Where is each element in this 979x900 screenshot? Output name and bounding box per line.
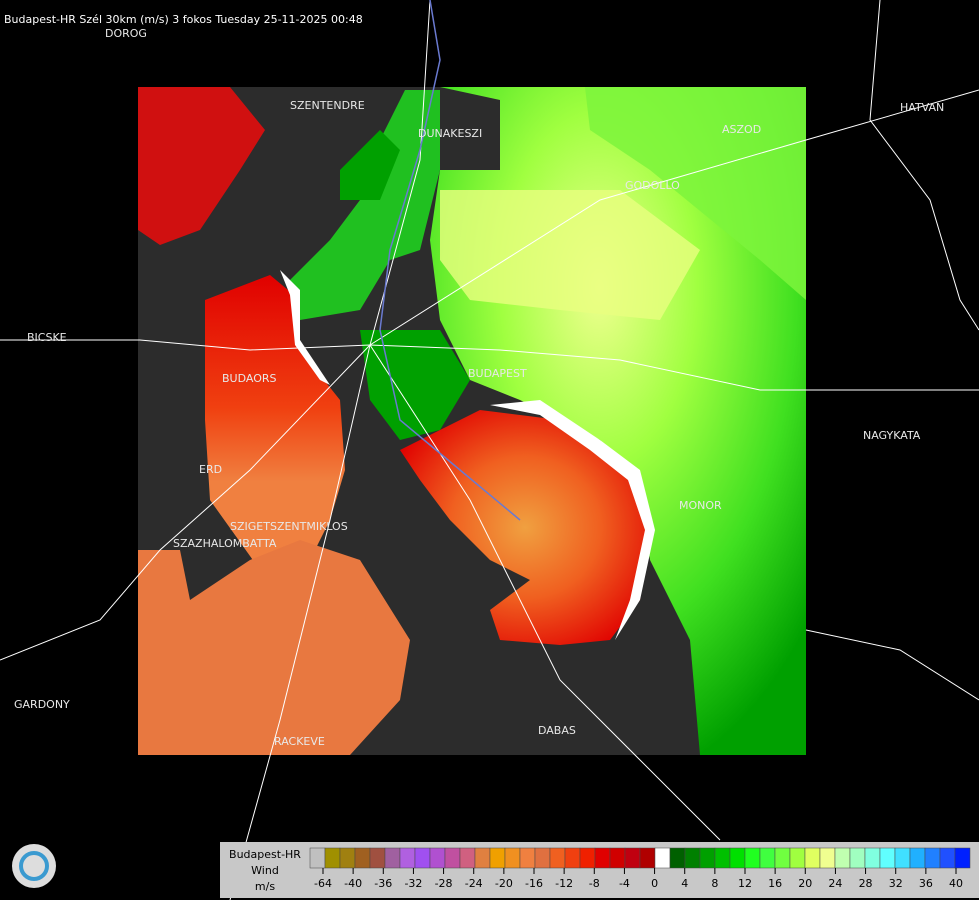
legend-swatch	[354, 847, 371, 869]
legend-swatch	[324, 847, 341, 869]
legend-swatch	[744, 847, 761, 869]
legend-swatch	[819, 847, 836, 869]
legend-swatch	[624, 847, 641, 869]
place-label: BUDAPEST	[468, 367, 527, 380]
legend-swatch	[774, 847, 791, 869]
legend-swatch	[669, 847, 686, 869]
place-label: HATVAN	[900, 101, 944, 114]
place-label: SZIGETSZENTMIKLOS	[230, 520, 348, 533]
place-label: MONOR	[679, 499, 722, 512]
legend-swatch	[459, 847, 476, 869]
legend-swatch	[309, 847, 326, 869]
legend-tick-label: 0	[651, 877, 658, 890]
legend-swatch	[789, 847, 806, 869]
legend-swatch	[729, 847, 746, 869]
place-label: DABAS	[538, 724, 576, 737]
legend-swatch	[414, 847, 431, 869]
place-label: GODOLLO	[625, 179, 680, 192]
legend-swatch	[369, 847, 386, 869]
legend-unit: m/s	[255, 880, 275, 893]
legend-swatch	[399, 847, 416, 869]
legend-swatch	[534, 847, 551, 869]
logo-mark	[19, 851, 49, 881]
legend-tick-label: 36	[919, 877, 933, 890]
place-label: SZENTENDRE	[290, 99, 365, 112]
logo	[12, 844, 56, 888]
legend-tick-label: 8	[711, 877, 718, 890]
legend-tick-label: -32	[404, 877, 422, 890]
legend-tick-label: -8	[589, 877, 600, 890]
legend-swatch	[939, 847, 956, 869]
legend-tick-label: -36	[374, 877, 392, 890]
legend-swatch	[549, 847, 566, 869]
legend-swatch	[564, 847, 581, 869]
legend-tick-label: 20	[798, 877, 812, 890]
legend-swatch	[384, 847, 401, 869]
legend-swatch	[504, 847, 521, 869]
legend-tick-label: 24	[828, 877, 842, 890]
place-label: DOROG	[105, 27, 147, 40]
legend-swatch	[834, 847, 851, 869]
legend-tick-label: -28	[435, 877, 453, 890]
legend-swatch	[474, 847, 491, 869]
place-label: NAGYKATA	[863, 429, 921, 442]
legend-tick-label: 32	[889, 877, 903, 890]
legend-swatch	[909, 847, 926, 869]
legend-swatch	[849, 847, 866, 869]
legend-swatch	[609, 847, 626, 869]
legend-tick-label: 28	[859, 877, 873, 890]
place-label: DUNAKESZI	[418, 127, 482, 140]
legend-swatch	[489, 847, 506, 869]
place-label: ERD	[199, 463, 222, 476]
legend-swatch	[924, 847, 941, 869]
legend-swatch	[804, 847, 821, 869]
legend-tick-label: -20	[495, 877, 513, 890]
legend-swatch	[759, 847, 776, 869]
radar-echoes	[138, 87, 806, 755]
legend-swatch	[714, 847, 731, 869]
legend-tick-label: 4	[681, 877, 688, 890]
legend-quantity: Wind	[251, 864, 279, 877]
legend-swatch	[954, 847, 971, 869]
legend-tick-label: -24	[465, 877, 483, 890]
legend-station: Budapest-HR	[229, 848, 301, 861]
legend-swatch	[654, 847, 671, 869]
legend-swatch	[519, 847, 536, 869]
legend-tick-label: 12	[738, 877, 752, 890]
legend-swatch	[339, 847, 356, 869]
map-title: Budapest-HR Szél 30km (m/s) 3 fokos Tues…	[4, 13, 363, 26]
legend-tick-label: -64	[314, 877, 332, 890]
place-label: BUDAORS	[222, 372, 277, 385]
danube	[379, 0, 521, 521]
place-label: ASZOD	[722, 123, 761, 136]
legend-swatch	[429, 847, 446, 869]
legend-swatch	[594, 847, 611, 869]
legend-swatch	[639, 847, 656, 869]
legend-tick-label: 40	[949, 877, 963, 890]
legend-tick-label: -40	[344, 877, 362, 890]
legend-tick-label: 16	[768, 877, 782, 890]
legend-swatch	[894, 847, 911, 869]
place-label: SZAZHALOMBATTA	[173, 537, 277, 550]
legend-swatch	[699, 847, 716, 869]
legend-swatch	[684, 847, 701, 869]
legend-tick-label: -12	[555, 877, 573, 890]
legend-swatch	[864, 847, 881, 869]
legend-swatch	[579, 847, 596, 869]
legend-swatch	[444, 847, 461, 869]
legend-tick-label: -4	[619, 877, 630, 890]
place-label: GARDONY	[14, 698, 70, 711]
legend-tick-label: -16	[525, 877, 543, 890]
legend-swatch	[879, 847, 896, 869]
legend: Budapest-HR Wind m/s -64 -40 -36 -32 -28 -24-…	[220, 842, 979, 898]
place-label: RACKEVE	[274, 735, 325, 748]
place-label: BICSKE	[27, 331, 67, 344]
